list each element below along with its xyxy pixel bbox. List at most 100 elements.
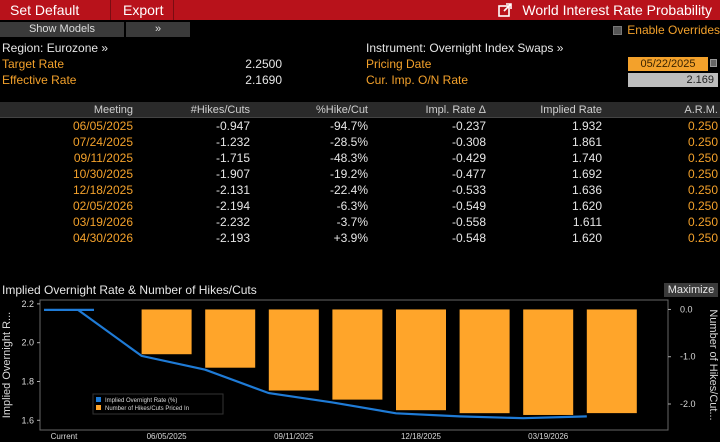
- col-arm[interactable]: A.R.M.: [684, 104, 718, 116]
- legend-label-hikes: Number of Hikes/Cuts Priced In: [105, 406, 189, 412]
- table-row[interactable]: 04/30/2026 -2.193 +3.9% -0.548 1.620 0.250: [0, 230, 720, 246]
- bar-hikes-8: [586, 309, 637, 414]
- arm-value: 0.250: [687, 167, 718, 181]
- chart-title: Implied Overnight Rate & Number of Hikes…: [2, 283, 257, 297]
- meeting-date: 03/19/2026: [72, 215, 133, 229]
- chart-header: Implied Overnight Rate & Number of Hikes…: [0, 282, 720, 298]
- target-rate-label: Target Rate: [2, 57, 65, 71]
- impl-rate-delta-value: -0.549: [451, 199, 486, 213]
- implied-rate-value: 1.620: [571, 199, 602, 213]
- implied-rate-value: 1.636: [571, 183, 602, 197]
- table-row[interactable]: 07/24/2025 -1.232 -28.5% -0.308 1.861 0.250: [0, 134, 720, 150]
- arm-value: 0.250: [687, 119, 718, 133]
- bar-hikes-6: [459, 309, 510, 414]
- calendar-icon[interactable]: [710, 59, 717, 67]
- legend-swatch-hikes: [96, 405, 101, 410]
- x-tick-label: 03/19/2026: [528, 432, 569, 441]
- hikes-cuts-value: -1.715: [215, 151, 250, 165]
- checkbox-icon[interactable]: [613, 25, 623, 35]
- arm-value: 0.250: [687, 183, 718, 197]
- meeting-date: 09/11/2025: [73, 151, 133, 165]
- instrument-selector[interactable]: Instrument: Overnight Index Swaps »: [366, 41, 564, 55]
- left-axis-title: Implied Overnight R...: [1, 312, 13, 418]
- left-tick-label: 2.0: [21, 338, 34, 348]
- left-tick-label: 1.8: [21, 376, 34, 386]
- table-row[interactable]: 02/05/2026 -2.194 -6.3% -0.549 1.620 0.250: [0, 198, 720, 214]
- arm-value: 0.250: [687, 199, 718, 213]
- meeting-date: 04/30/2026: [72, 231, 133, 245]
- right-axis-title: Number of Hikes/Cut...: [707, 309, 719, 420]
- set-default-button[interactable]: Set Default: [10, 2, 80, 18]
- hikes-cuts-value: -1.232: [215, 135, 250, 149]
- meeting-date: 02/05/2026: [72, 199, 133, 213]
- col-pct-hike-cut[interactable]: %Hike/Cut: [316, 104, 368, 116]
- impl-rate-delta-value: -0.548: [451, 231, 486, 245]
- pct-hike-cut-value: -3.7%: [336, 215, 368, 229]
- impl-rate-delta-value: -0.308: [451, 135, 486, 149]
- export-button[interactable]: Export: [123, 2, 164, 18]
- hikes-cuts-value: -1.907: [215, 167, 250, 181]
- implied-rate-value: 1.740: [571, 151, 602, 165]
- arm-value: 0.250: [687, 231, 718, 245]
- toolbar-divider: [173, 0, 175, 20]
- toolbar-divider: [110, 0, 111, 20]
- table-row[interactable]: 06/05/2025 -0.947 -94.7% -0.237 1.932 0.250: [0, 118, 720, 134]
- x-tick-label: 09/11/2025: [274, 432, 314, 441]
- meeting-date: 06/05/2025: [72, 119, 133, 133]
- target-rate-value: 2.2500: [245, 57, 282, 71]
- col-impl-rate-delta[interactable]: Impl. Rate Δ: [425, 104, 486, 116]
- expand-button[interactable]: »: [126, 22, 190, 37]
- pct-hike-cut-value: +3.9%: [333, 231, 368, 245]
- table-row[interactable]: 09/11/2025 -1.715 -48.3% -0.429 1.740 0.250: [0, 150, 720, 166]
- left-tick-label: 1.6: [21, 415, 34, 425]
- pricing-date-input[interactable]: 05/22/2025: [628, 57, 708, 71]
- col-implied-rate[interactable]: Implied Rate: [540, 104, 602, 116]
- hikes-cuts-value: -0.947: [215, 119, 250, 133]
- bar-hikes-4: [332, 309, 383, 400]
- bar-hikes-2: [205, 309, 256, 368]
- legend-swatch-rate: [96, 397, 101, 402]
- col-hikes-cuts[interactable]: #Hikes/Cuts: [190, 104, 250, 116]
- table-row[interactable]: 03/19/2026 -2.232 -3.7% -0.558 1.611 0.250: [0, 214, 720, 230]
- impl-rate-delta-value: -0.533: [451, 183, 486, 197]
- window-title: World Interest Rate Probability: [522, 2, 712, 18]
- rate-info-right: Instrument: Overnight Index Swaps » Pric…: [366, 40, 718, 88]
- impl-rate-delta-value: -0.429: [451, 151, 486, 165]
- cur-imp-label: Cur. Imp. O/N Rate: [366, 73, 469, 87]
- implied-rate-value: 1.932: [571, 119, 602, 133]
- maximize-button[interactable]: Maximize: [664, 283, 718, 297]
- external-link-icon[interactable]: [498, 3, 513, 17]
- legend-box: [92, 393, 224, 415]
- arm-value: 0.250: [687, 151, 718, 165]
- implied-rate-value: 1.611: [572, 215, 602, 229]
- table-row[interactable]: 12/18/2025 -2.131 -22.4% -0.533 1.636 0.250: [0, 182, 720, 198]
- region-selector[interactable]: Region: Eurozone »: [2, 41, 109, 55]
- pct-hike-cut-value: -94.7%: [329, 119, 368, 133]
- pct-hike-cut-value: -6.3%: [336, 199, 368, 213]
- cur-imp-value: 2.169: [628, 73, 718, 87]
- impl-rate-delta-value: -0.477: [451, 167, 486, 181]
- right-tick-label: -2.0: [680, 399, 696, 409]
- col-meeting[interactable]: Meeting: [93, 104, 133, 116]
- arm-value: 0.250: [687, 135, 718, 149]
- effective-rate-value: 2.1690: [245, 73, 282, 87]
- implied-rate-value: 1.692: [571, 167, 602, 181]
- bar-hikes-5: [396, 309, 446, 411]
- hikes-cuts-value: -2.194: [215, 199, 250, 213]
- table-body: 06/05/2025 -0.947 -94.7% -0.237 1.932 0.250 07…: [0, 118, 720, 246]
- rate-chart: 2.2 2.0 1.8 1.6 0.0 -1.0 -2.0 Current 06/05/2025…: [1, 299, 719, 441]
- impl-rate-delta-value: -0.558: [451, 215, 486, 229]
- pct-hike-cut-value: -19.2%: [329, 167, 368, 181]
- meeting-date: 12/18/2025: [72, 183, 133, 197]
- legend-label-rate: Implied Overnight Rate (%): [105, 398, 177, 404]
- table-row[interactable]: 10/30/2025 -1.907 -19.2% -0.477 1.692 0.250: [0, 166, 720, 182]
- hikes-cuts-value: -2.232: [215, 215, 250, 229]
- implied-rate-value: 1.620: [571, 231, 602, 245]
- table-header: Meeting #Hikes/Cuts %Hike/Cut Impl. Rate…: [0, 102, 720, 118]
- bar-hikes-7: [523, 309, 574, 415]
- hikes-cuts-value: -2.193: [215, 231, 250, 245]
- enable-overrides-toggle[interactable]: Enable Overrides: [613, 23, 720, 37]
- show-models-button[interactable]: Show Models: [0, 22, 124, 37]
- impl-rate-delta-value: -0.237: [451, 119, 486, 133]
- bar-hikes-1: [141, 309, 192, 355]
